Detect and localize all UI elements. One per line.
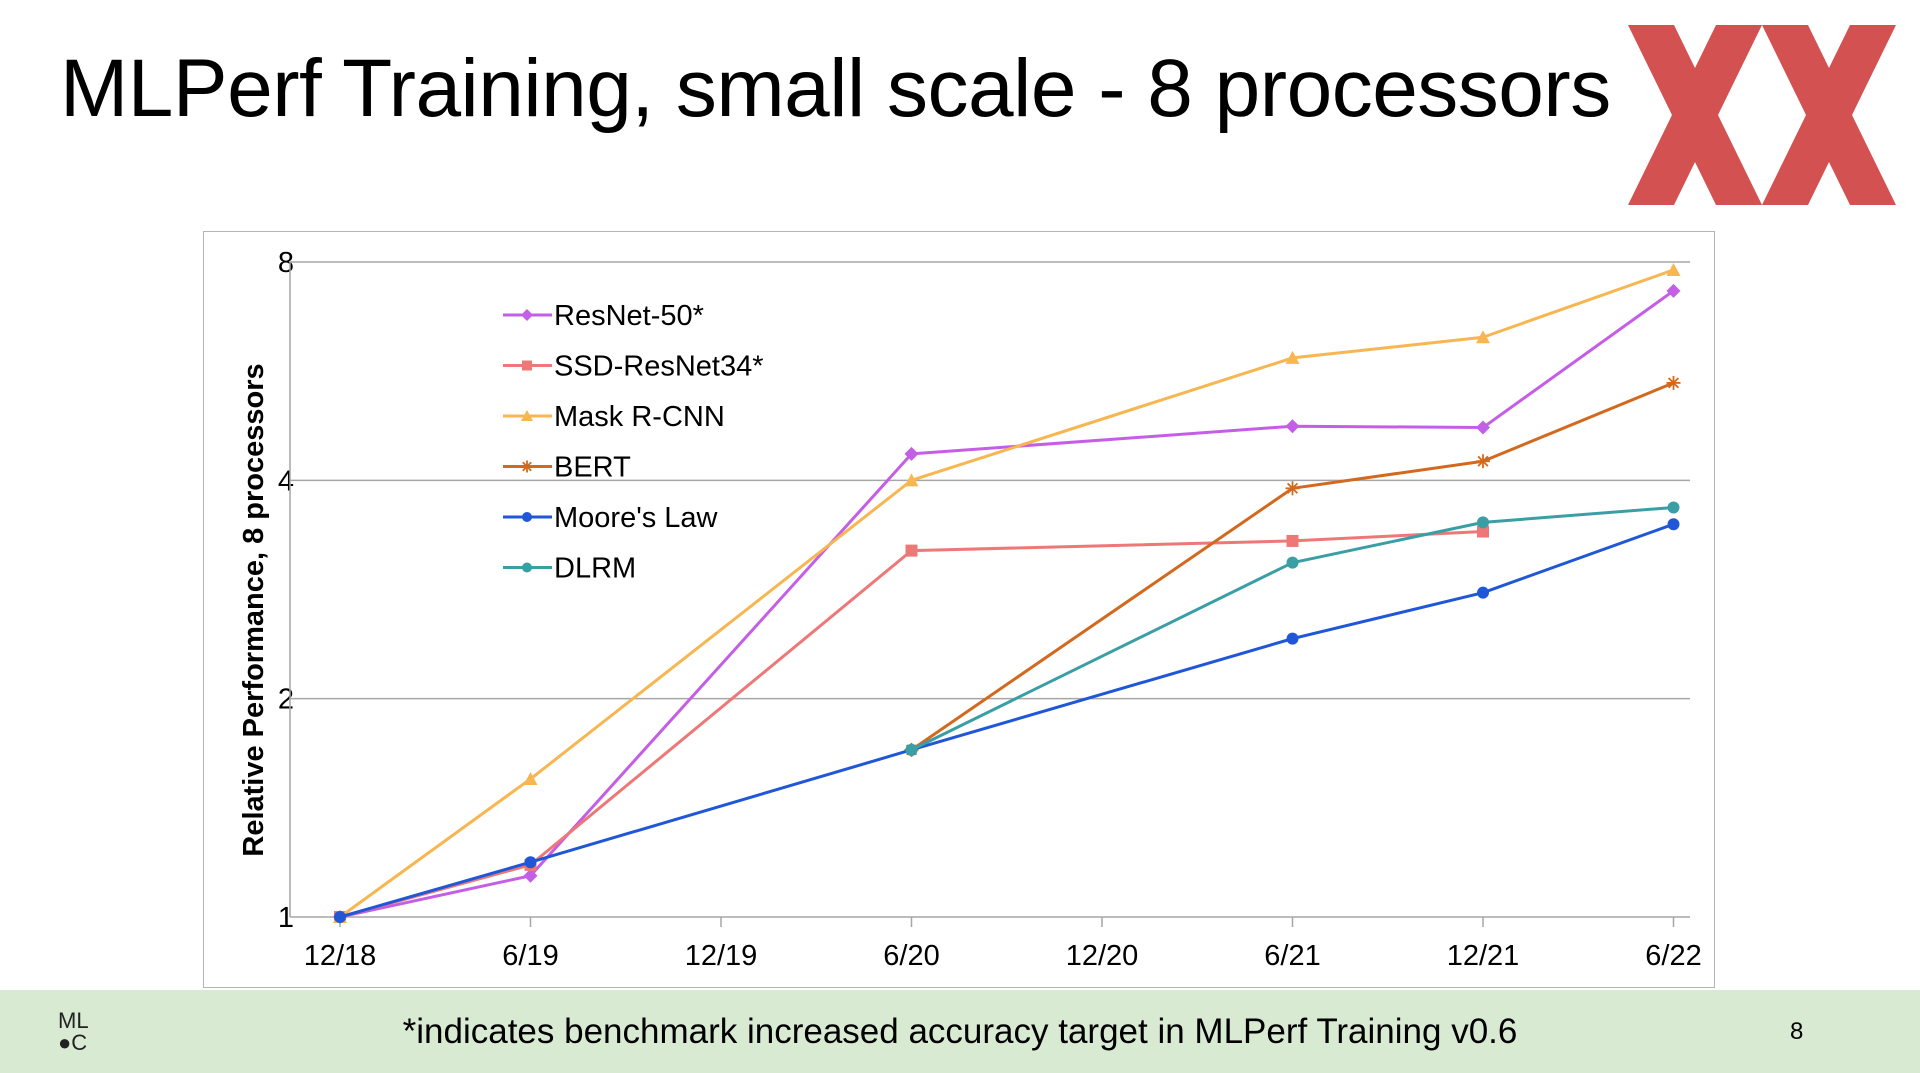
data-point <box>1666 375 1681 390</box>
series-ssd-resnet34 <box>334 525 1489 923</box>
series-resnet-50 <box>333 283 1681 924</box>
data-point <box>1286 534 1299 547</box>
legend-swatch-marker <box>522 360 532 371</box>
legend-label: BERT <box>554 452 631 484</box>
data-point <box>524 856 537 869</box>
data-point <box>523 868 538 883</box>
data-point <box>523 771 538 785</box>
legend-label: SSD-ResNet34* <box>554 351 764 383</box>
data-point <box>1286 556 1299 569</box>
data-point <box>334 911 346 923</box>
legend-swatch-marker <box>521 309 533 321</box>
x-tick-label: 12/21 <box>1447 940 1520 972</box>
data-point <box>904 473 919 487</box>
legend-label: Mask R-CNN <box>554 401 725 433</box>
y-axis-label: Relative Performance, 8 processors <box>238 363 270 856</box>
data-point <box>905 743 918 756</box>
x-tick-label: 12/19 <box>685 940 758 972</box>
series-line <box>910 381 1675 752</box>
x-tick-label: 12/18 <box>304 940 377 972</box>
data-point <box>1666 283 1681 298</box>
legend-item: BERT <box>503 452 631 484</box>
series-dlrm <box>905 501 1680 756</box>
legend-item: DLRM <box>503 553 636 585</box>
legend-swatch-marker <box>522 562 532 573</box>
data-point <box>1285 481 1300 496</box>
series-line <box>339 522 1675 919</box>
series-line <box>339 530 1484 919</box>
legend-label: DLRM <box>554 553 636 585</box>
y-tick-label: 4 <box>278 465 294 497</box>
x-tick-label: 6/21 <box>1264 940 1320 972</box>
slide-title: MLPerf Training, small scale - 8 process… <box>60 43 1611 134</box>
legend-swatch-marker <box>521 410 533 421</box>
legend-swatch-marker <box>522 512 532 522</box>
data-point <box>1477 525 1489 538</box>
legend-item: Moore's Law <box>503 502 719 534</box>
legend-swatch-marker <box>521 460 533 473</box>
footnote: *indicates benchmark increased accuracy … <box>402 1012 1518 1051</box>
legend-label: ResNet-50* <box>554 300 704 332</box>
series-line <box>910 505 1674 752</box>
xx-logo <box>1628 25 1896 205</box>
mlc-logo-bottom: ●C <box>58 1030 88 1055</box>
series-line <box>339 289 1675 919</box>
x-tick-label: 12/20 <box>1066 940 1139 972</box>
x-tick-label: 6/20 <box>883 940 939 972</box>
legend-item: SSD-ResNet34* <box>503 351 764 383</box>
y-tick-label: 2 <box>278 684 294 716</box>
x-tick-label: 6/19 <box>502 940 558 972</box>
legend-item: Mask R-CNN <box>503 401 725 433</box>
mlc-logo: ML ●C <box>58 1010 104 1058</box>
data-point <box>1477 516 1489 529</box>
data-point <box>1477 586 1489 599</box>
footer-bar <box>0 990 1920 1073</box>
legend-item: ResNet-50* <box>503 300 704 332</box>
data-point <box>1285 350 1300 364</box>
data-point <box>905 544 918 557</box>
data-point <box>1667 501 1680 514</box>
series-moore-s-law <box>334 518 1680 923</box>
data-point <box>1285 419 1300 434</box>
data-point <box>1667 518 1680 531</box>
data-point <box>1476 330 1490 344</box>
data-point <box>1476 454 1490 469</box>
data-point <box>1286 632 1299 645</box>
mlc-logo-top: ML <box>58 1008 89 1033</box>
legend-label: Moore's Law <box>554 502 719 534</box>
x-tick-label: 6/22 <box>1645 940 1701 972</box>
page-number: 8 <box>1790 1018 1804 1045</box>
chart-frame <box>203 231 1715 988</box>
series-line <box>339 268 1674 919</box>
y-tick-label: 8 <box>278 247 294 279</box>
y-tick-label: 1 <box>278 902 294 934</box>
data-point <box>1476 420 1490 435</box>
data-point <box>1666 262 1681 276</box>
data-point <box>904 446 919 461</box>
